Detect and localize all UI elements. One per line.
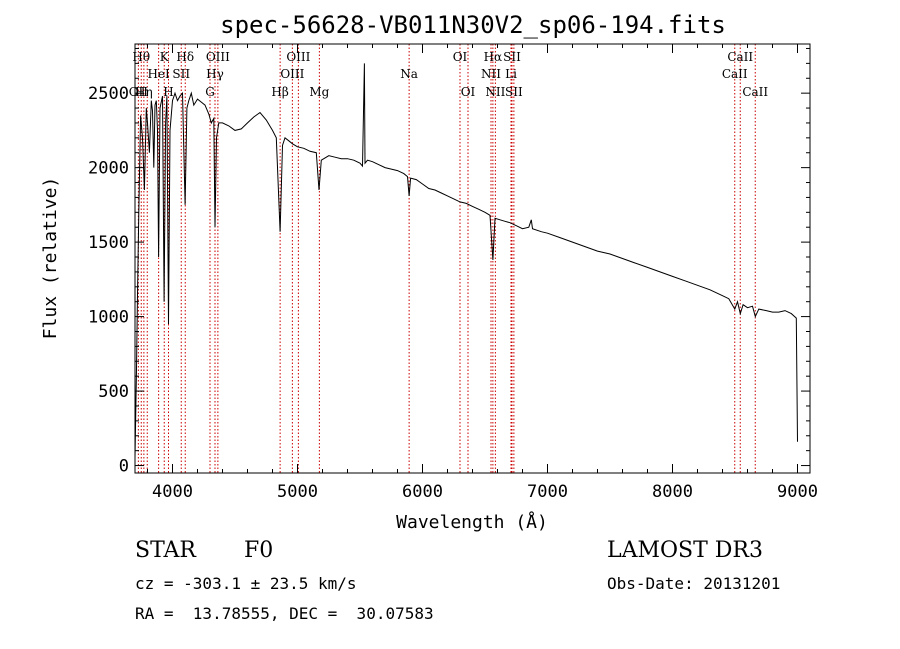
- reference-line-label: Hβ: [271, 85, 288, 99]
- reference-line-label: Hγ: [206, 67, 224, 81]
- reference-line-label: CaII: [722, 67, 748, 81]
- x-axis-label: Wavelength (Å): [396, 511, 548, 533]
- x-tick-label: 5000: [277, 482, 318, 502]
- reference-lines: [137, 44, 756, 473]
- survey-name: LAMOST DR3: [607, 538, 763, 563]
- y-tick-label: 2000: [88, 159, 129, 179]
- reference-line-label: CaII: [727, 50, 753, 64]
- reference-line-label: CaII: [742, 85, 768, 99]
- redshift-text: cz = -303.1 ± 23.5 km/s: [135, 574, 357, 593]
- reference-line-label: Mg: [309, 85, 329, 99]
- object-class: STAR: [135, 538, 196, 563]
- x-tick-label: 6000: [402, 482, 443, 502]
- reference-line-label: Hθ: [132, 50, 150, 64]
- plot-frame: [134, 43, 811, 474]
- reference-line-label: SII: [503, 50, 521, 64]
- object-subclass: F0: [244, 538, 274, 563]
- reference-line-label: NII: [481, 67, 501, 81]
- reference-line-label: OI: [461, 85, 476, 99]
- reference-line-label: SII: [172, 67, 190, 81]
- y-axis-label: Flux (relative): [40, 177, 61, 340]
- reference-line-label: HeI: [147, 67, 170, 81]
- reference-line-label: Li: [505, 67, 517, 81]
- reference-line-label: K: [160, 50, 170, 64]
- reference-line-label: OIII: [286, 50, 310, 64]
- reference-line-label: OIII: [280, 67, 304, 81]
- reference-line-label: Na: [400, 67, 418, 81]
- reference-line-labels: OII Hθ Hη HeI K H SII Hδ G Hγ OIII Hβ OIII OIII Mg Na OI…: [129, 50, 769, 99]
- reference-line-label: OIII: [206, 50, 230, 64]
- y-tick-label: 500: [98, 382, 129, 402]
- x-tick-label: 4000: [152, 482, 193, 502]
- y-tick-label: 1500: [88, 233, 129, 253]
- y-tick-label: 0: [119, 457, 129, 477]
- y-tick-label: 2500: [88, 84, 129, 104]
- y-axis-ticks: 0 500 1000 1500 2000 2500: [88, 47, 810, 477]
- reference-line-label: SII: [505, 85, 523, 99]
- x-axis-ticks: 4000 5000 6000 7000 8000 9000: [147, 44, 818, 502]
- reference-line-label: Hδ: [176, 50, 194, 64]
- reference-line-label: Hα: [484, 50, 503, 64]
- x-tick-label: 8000: [652, 482, 693, 502]
- y-tick-label: 1000: [88, 308, 129, 328]
- reference-line-label: NII: [485, 85, 505, 99]
- reference-line-label: H: [163, 85, 173, 99]
- coordinates-text: RA = 13.78555, DEC = 30.07583: [135, 604, 434, 623]
- reference-line-label: OII: [129, 85, 149, 99]
- x-tick-label: 7000: [527, 482, 568, 502]
- reference-line-label: Hη: [135, 85, 153, 99]
- obs-date-text: Obs-Date: 20131201: [607, 574, 781, 593]
- reference-line-label: OI: [453, 50, 468, 64]
- chart-title: spec-56628-VB011N30V2_sp06-194.fits: [220, 11, 726, 39]
- x-tick-label: 9000: [777, 482, 818, 502]
- spectrum-line: [134, 63, 798, 459]
- reference-line-label: G: [205, 85, 215, 99]
